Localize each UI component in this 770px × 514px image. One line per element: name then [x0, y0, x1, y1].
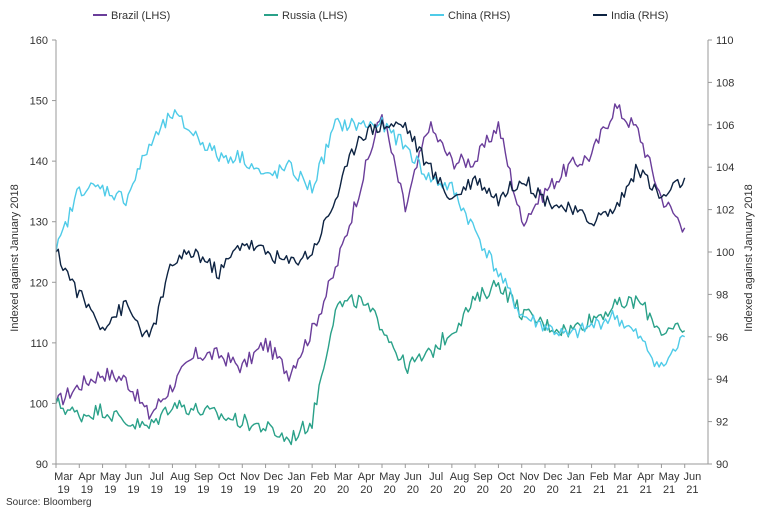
x-tick-label-year: 19	[104, 484, 116, 496]
y-left-tick-label: 140	[30, 156, 48, 168]
x-tick-label-year: 19	[267, 484, 279, 496]
x-tick-label-month: May	[100, 471, 121, 483]
y-left-tick-label: 120	[30, 277, 48, 289]
x-tick-label-year: 20	[384, 484, 396, 496]
x-tick-label-month: Nov	[520, 471, 540, 483]
x-tick-label-month: Mar	[613, 471, 632, 483]
x-tick-label-year: 20	[360, 484, 372, 496]
x-tick-label-month: Aug	[450, 471, 470, 483]
series-line-1	[55, 103, 686, 420]
x-tick-label-month: Sep	[473, 471, 493, 483]
x-tick-label-month: Apr	[637, 471, 654, 483]
x-tick-label-year: 21	[593, 484, 605, 496]
chart-axes: 90 100 110 120 130 140 150 160 90 92 94 96 98 100 102 1…	[30, 35, 735, 496]
x-tick-label-year: 19	[127, 484, 139, 496]
x-tick-label-year: 20	[477, 484, 489, 496]
y-right-tick-label: 100	[716, 247, 734, 259]
x-tick-label-year: 19	[244, 484, 256, 496]
y-right-tick-label: 98	[716, 289, 728, 301]
y-right-tick-label: 104	[716, 162, 734, 174]
y-left-tick-label: 160	[30, 35, 48, 47]
y-axis-left-label: Indexed against January 2018	[9, 184, 21, 331]
x-tick-label-year: 20	[453, 484, 465, 496]
x-tick-label-month: Nov	[240, 471, 260, 483]
x-tick-label-year: 19	[197, 484, 209, 496]
x-tick-label-year: 19	[58, 484, 70, 496]
y-right-tick-label: 110	[716, 35, 734, 47]
x-tick-label-year: 20	[290, 484, 302, 496]
y-right-tick-label: 90	[716, 459, 728, 471]
x-tick-label-month: Oct	[498, 471, 515, 483]
x-tick-label-month: Mar	[334, 471, 353, 483]
y-axis-right-label: Indexed against January 2018	[743, 184, 755, 331]
x-tick-label-month: Jul	[150, 471, 164, 483]
x-tick-label-year: 21	[663, 484, 675, 496]
x-tick-label-year: 19	[151, 484, 163, 496]
x-tick-label-year: 20	[523, 484, 535, 496]
legend-label: Russia (LHS)	[282, 10, 347, 22]
x-tick-label-year: 19	[221, 484, 233, 496]
x-tick-label-month: Feb	[590, 471, 609, 483]
chart-legend: Brazil (LHS) Russia (LHS) China (RHS) India…	[93, 10, 668, 22]
y-right-tick-label: 106	[716, 120, 734, 132]
legend-label: Brazil (LHS)	[111, 10, 170, 22]
x-tick-label-month: Dec	[263, 471, 283, 483]
x-tick-label-year: 21	[686, 484, 698, 496]
x-tick-label-month: Apr	[358, 471, 375, 483]
plot-area	[55, 103, 686, 446]
x-tick-label-year: 20	[430, 484, 442, 496]
x-tick-label-year: 20	[500, 484, 512, 496]
x-tick-label-year: 19	[81, 484, 93, 496]
x-tick-label-month: Jun	[125, 471, 143, 483]
y-left-tick-label: 110	[30, 338, 48, 350]
y-right-tick-label: 108	[716, 77, 734, 89]
x-tick-label-year: 21	[616, 484, 628, 496]
legend-label: China (RHS)	[448, 10, 510, 22]
x-tick-label-year: 21	[640, 484, 652, 496]
x-tick-label-year: 20	[547, 484, 559, 496]
series-line-3	[55, 109, 686, 368]
y-left-tick-label: 150	[30, 96, 48, 108]
x-tick-label-year: 20	[314, 484, 326, 496]
x-tick-label-month: Jan	[567, 471, 585, 483]
source-note: Source: Bloomberg	[6, 497, 92, 508]
x-tick-label-month: Aug	[170, 471, 190, 483]
x-tick-label-month: Feb	[310, 471, 329, 483]
legend-label: India (RHS)	[611, 10, 668, 22]
x-tick-label-month: Apr	[78, 471, 95, 483]
x-tick-label-month: Sep	[194, 471, 214, 483]
series-line-2	[55, 279, 686, 446]
y-right-tick-label: 102	[716, 205, 734, 217]
y-left-tick-label: 130	[30, 217, 48, 229]
x-tick-label-year: 20	[337, 484, 349, 496]
x-tick-label-month: Mar	[54, 471, 73, 483]
x-tick-label-year: 20	[407, 484, 419, 496]
x-tick-label-year: 19	[174, 484, 186, 496]
y-right-tick-label: 96	[716, 332, 728, 344]
y-left-tick-label: 100	[30, 398, 48, 410]
x-tick-label-month: Jun	[404, 471, 422, 483]
y-right-tick-label: 94	[716, 374, 728, 386]
x-tick-label-month: May	[659, 471, 680, 483]
y-right-tick-label: 92	[716, 417, 728, 429]
x-tick-label-month: Dec	[543, 471, 563, 483]
series-line-4	[55, 119, 686, 338]
x-tick-label-month: May	[379, 471, 400, 483]
x-tick-label-month: Jul	[429, 471, 443, 483]
x-tick-label-month: Jun	[683, 471, 701, 483]
x-tick-label-month: Oct	[218, 471, 235, 483]
x-tick-label-month: Jan	[288, 471, 306, 483]
x-tick-label-year: 21	[570, 484, 582, 496]
y-left-tick-label: 90	[36, 459, 48, 471]
